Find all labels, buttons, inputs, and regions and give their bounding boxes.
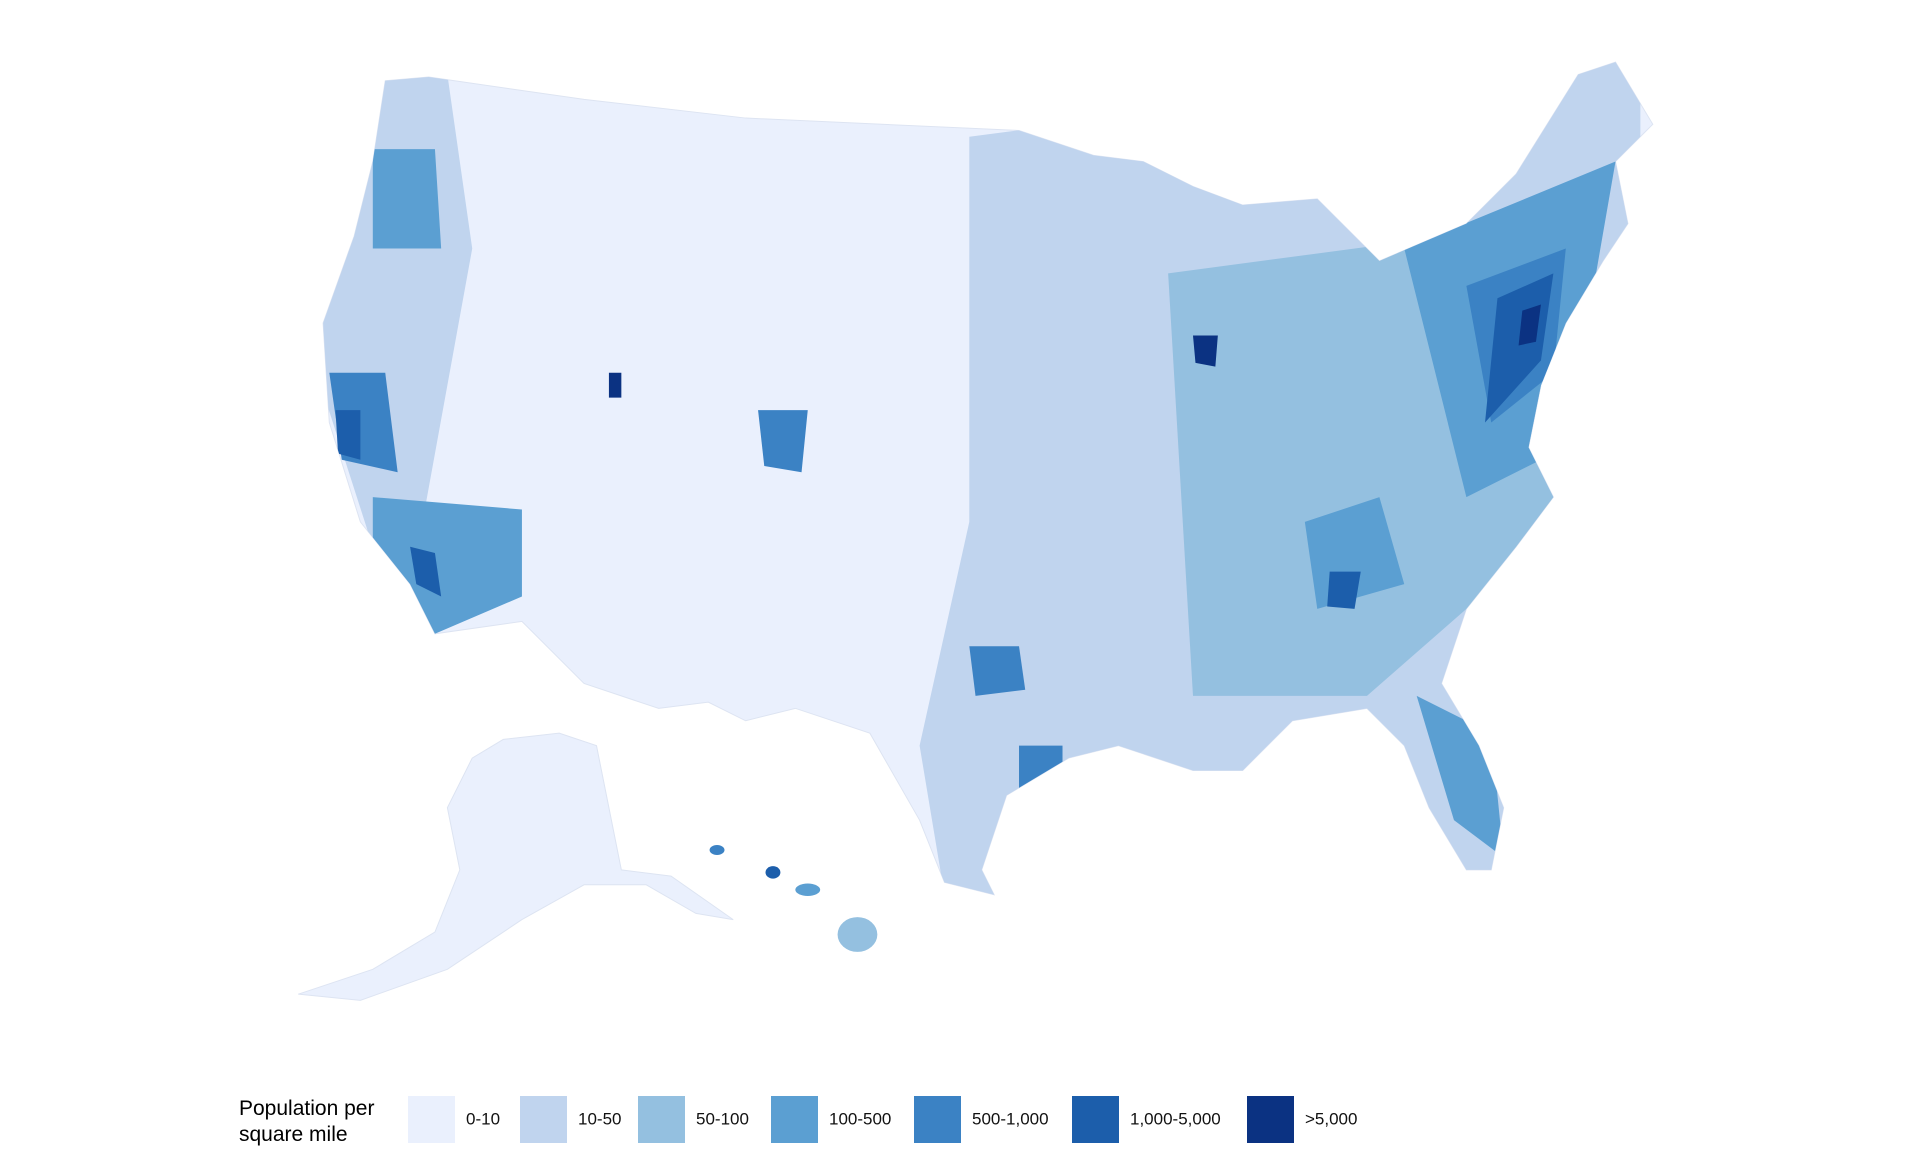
legend-swatch: [638, 1096, 685, 1143]
region: [608, 372, 622, 398]
hawaii: [709, 845, 878, 952]
region: [1327, 571, 1361, 609]
density-regions: [323, 62, 1641, 895]
legend: Population per square mile 0-10 10-50 50-100…: [239, 1096, 1357, 1146]
legend-swatch: [1247, 1096, 1294, 1143]
legend-label: 500-1,000: [972, 1109, 1049, 1128]
legend-label: 50-100: [696, 1109, 749, 1128]
legend-swatch: [914, 1096, 961, 1143]
region: [372, 149, 442, 249]
island: [765, 866, 781, 879]
region: [1518, 304, 1541, 346]
legend-label: 100-500: [829, 1109, 891, 1128]
legend-label: 1,000-5,000: [1130, 1109, 1221, 1128]
island: [795, 883, 821, 896]
legend-title: square mile: [239, 1123, 348, 1146]
legend-label: >5,000: [1305, 1109, 1357, 1128]
legend-label: 0-10: [466, 1109, 500, 1128]
region: [335, 410, 361, 460]
legend-swatch: [520, 1096, 567, 1143]
legend-swatch: [1072, 1096, 1119, 1143]
region: [969, 646, 1026, 696]
region: [758, 410, 808, 473]
region: [410, 546, 442, 597]
region: [1019, 745, 1063, 790]
legend-swatch: [771, 1096, 818, 1143]
island: [709, 845, 725, 855]
island: [837, 917, 878, 952]
legend-label: 10-50: [578, 1109, 621, 1128]
legend-title: Population per: [239, 1097, 374, 1120]
legend-swatch: [408, 1096, 455, 1143]
region: [1192, 335, 1218, 367]
map: [298, 61, 1654, 1001]
alaska: [298, 732, 734, 1001]
